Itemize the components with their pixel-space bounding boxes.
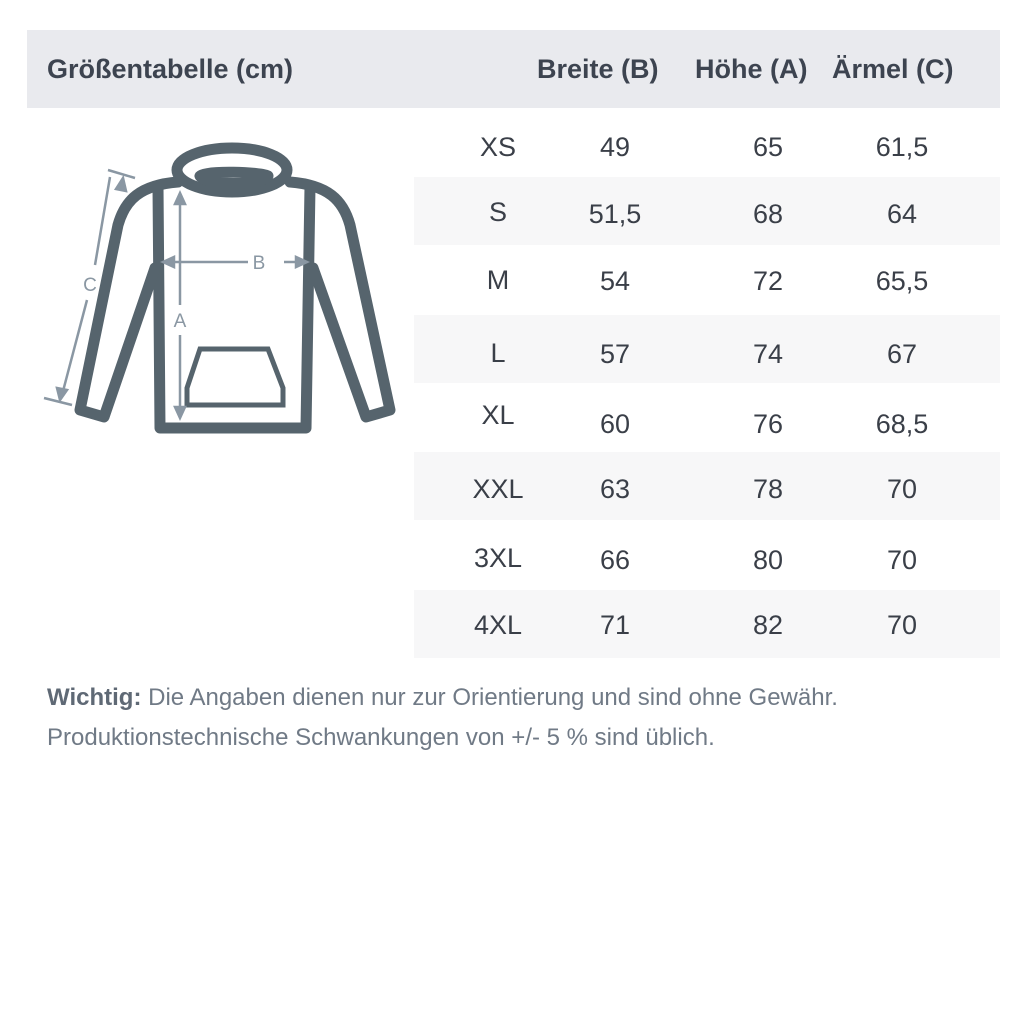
cell-hoehe: 82 (752, 610, 784, 640)
cell-hoehe: 80 (752, 545, 784, 575)
cell-hoehe: 76 (752, 409, 784, 439)
table-row (414, 177, 1000, 245)
cell-size: M (486, 265, 510, 295)
column-header-breite: Breite (B) (537, 54, 659, 84)
column-header-aermel: Ärmel (C) (832, 54, 954, 84)
cell-aermel: 68,5 (875, 409, 929, 439)
hood-inner (194, 166, 274, 189)
note-line1: Die Angaben dienen nur zur Orientierung … (141, 684, 838, 711)
cell-hoehe: 78 (752, 474, 784, 504)
cell-size: 4XL (473, 610, 523, 640)
cell-aermel: 61,5 (875, 132, 929, 162)
cell-hoehe: 65 (752, 132, 784, 162)
hood-outer (171, 142, 293, 198)
note-line2: Produktionstechnische Schwankungen von +… (47, 724, 715, 751)
disclaimer-note: Wichtig: Die Angaben dienen nur zur Orie… (47, 678, 838, 758)
hoodie-right-sleeve (284, 176, 396, 423)
label-c: C (83, 275, 97, 296)
cell-size: 3XL (473, 543, 523, 573)
cell-breite: 63 (599, 474, 631, 504)
cell-breite: 51,5 (588, 199, 642, 229)
cell-breite: 60 (599, 409, 631, 439)
cell-aermel: 70 (886, 474, 918, 504)
cell-breite: 54 (599, 266, 631, 296)
note-bold: Wichtig: (47, 684, 142, 711)
cell-aermel: 64 (886, 199, 918, 229)
cell-size: S (488, 197, 508, 227)
cell-hoehe: 74 (752, 339, 784, 369)
table-header (27, 30, 1000, 108)
cell-aermel: 70 (886, 610, 918, 640)
cell-hoehe: 72 (752, 266, 784, 296)
cell-breite: 71 (599, 610, 631, 640)
cell-breite: 57 (599, 339, 631, 369)
hoodie-left-sleeve (74, 176, 184, 423)
hoodie-body (152, 181, 316, 434)
cell-size: XS (479, 132, 517, 162)
cell-size: XXL (472, 474, 524, 504)
page-title: Größentabelle (cm) (47, 54, 294, 84)
hoodie-diagram: B A C (43, 142, 396, 434)
cell-aermel: 70 (886, 545, 918, 575)
pocket (184, 346, 286, 408)
column-header-hoehe: Höhe (A) (695, 54, 808, 84)
cell-size: XL (481, 400, 515, 430)
cell-aermel: 67 (886, 339, 918, 369)
table-row (414, 315, 1000, 383)
table-row (414, 452, 1000, 520)
cell-breite: 49 (599, 132, 631, 162)
cell-aermel: 65,5 (875, 266, 929, 296)
cell-hoehe: 68 (752, 199, 784, 229)
cell-size: L (490, 338, 506, 368)
label-a: A (174, 311, 187, 332)
label-b: B (253, 253, 266, 274)
cell-breite: 66 (599, 545, 631, 575)
table-row (414, 590, 1000, 658)
